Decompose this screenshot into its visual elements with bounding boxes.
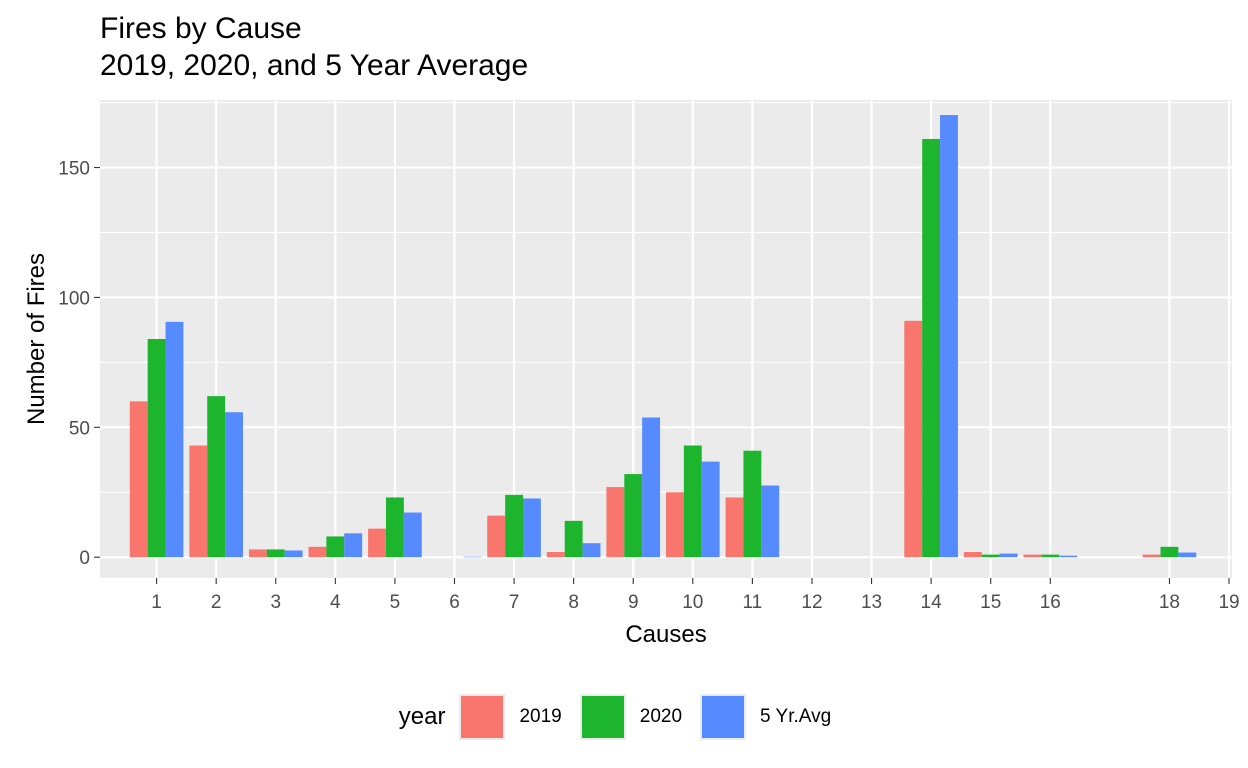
bar bbox=[189, 445, 208, 558]
bar bbox=[963, 552, 982, 558]
bar bbox=[1023, 554, 1042, 558]
x-tick-label: 15 bbox=[980, 592, 1001, 613]
bar bbox=[266, 549, 285, 558]
x-tick-label: 6 bbox=[449, 592, 460, 613]
bar bbox=[344, 533, 363, 558]
legend-item-2020: 2020 bbox=[579, 694, 683, 740]
bar bbox=[564, 520, 583, 558]
legend-swatch-2019 bbox=[461, 696, 504, 738]
legend-item-2019: 2019 bbox=[459, 694, 562, 740]
bar bbox=[523, 498, 541, 558]
legend-key bbox=[459, 694, 506, 740]
bar bbox=[683, 445, 702, 558]
bar bbox=[624, 474, 643, 558]
legend-swatch-5yr-avg bbox=[702, 696, 745, 738]
bar bbox=[129, 401, 148, 558]
y-axis-title: Number of Fires bbox=[23, 253, 50, 425]
x-tick-label: 3 bbox=[270, 592, 281, 613]
bar bbox=[642, 417, 661, 558]
chart-subtitle: 2019, 2020, and 5 Year Average bbox=[100, 49, 529, 82]
x-axis-title: Causes bbox=[625, 621, 706, 648]
legend-label: 5 Yr.Avg bbox=[760, 706, 832, 727]
bar bbox=[1059, 555, 1078, 558]
x-tick-label: 14 bbox=[921, 592, 943, 613]
bar bbox=[147, 339, 166, 558]
x-tick-label: 8 bbox=[568, 592, 579, 613]
legend-key bbox=[700, 694, 747, 740]
bar bbox=[368, 528, 386, 558]
bar bbox=[666, 492, 684, 558]
bar bbox=[904, 320, 923, 558]
chart-title: Fires by Cause bbox=[100, 12, 302, 45]
legend: year 2019 2020 5 Yr.Avg bbox=[0, 694, 1248, 740]
x-tick-label: 9 bbox=[628, 592, 639, 613]
bar bbox=[308, 546, 327, 558]
y-tick-label: 50 bbox=[69, 418, 90, 439]
bar bbox=[165, 321, 184, 558]
x-axis: 1 2 3 4 5 6 7 8 9 10 11 12 13 14 15 16 18 19 bbox=[151, 578, 1240, 613]
y-tick-label: 0 bbox=[79, 548, 90, 569]
legend-label: 2020 bbox=[639, 706, 683, 727]
bar bbox=[761, 485, 780, 558]
bar bbox=[1160, 546, 1179, 558]
legend-key bbox=[579, 694, 626, 740]
x-tick-label: 7 bbox=[509, 592, 520, 613]
bar bbox=[225, 412, 243, 558]
x-tick-label: 13 bbox=[861, 592, 882, 613]
x-tick-label: 1 bbox=[151, 592, 162, 613]
bars bbox=[129, 115, 1197, 558]
x-tick-label: 11 bbox=[743, 592, 763, 613]
bar bbox=[981, 554, 1000, 558]
x-tick-label: 19 bbox=[1218, 592, 1239, 613]
bar bbox=[940, 115, 958, 558]
x-tick-label: 2 bbox=[211, 592, 222, 613]
x-tick-label: 10 bbox=[682, 592, 703, 613]
bar bbox=[701, 461, 720, 558]
y-axis: 0 50 100 150 bbox=[58, 159, 100, 569]
x-tick-label: 16 bbox=[1040, 592, 1061, 613]
bar bbox=[284, 550, 303, 558]
bar bbox=[922, 138, 941, 558]
bar bbox=[326, 536, 345, 558]
bar bbox=[207, 396, 226, 558]
grid-minor bbox=[100, 102, 1232, 493]
bar bbox=[725, 497, 744, 558]
bar bbox=[1142, 554, 1161, 558]
bar bbox=[1041, 554, 1060, 558]
bar bbox=[248, 549, 267, 558]
bar bbox=[546, 552, 565, 558]
bar bbox=[1178, 552, 1197, 558]
bar bbox=[999, 553, 1018, 558]
x-tick-label: 12 bbox=[801, 592, 822, 613]
y-tick-label: 150 bbox=[58, 159, 90, 180]
bar bbox=[463, 556, 482, 558]
legend-title: year bbox=[398, 703, 446, 730]
y-tick-label: 100 bbox=[58, 288, 90, 309]
legend-label: 2019 bbox=[519, 706, 562, 727]
x-tick-label: 5 bbox=[390, 592, 401, 613]
bar bbox=[505, 494, 524, 558]
bar bbox=[743, 450, 762, 558]
x-tick-label: 18 bbox=[1159, 592, 1180, 613]
bar bbox=[385, 497, 404, 558]
bar bbox=[403, 512, 422, 558]
x-tick-label: 4 bbox=[330, 592, 341, 613]
bar bbox=[487, 515, 506, 558]
bar bbox=[582, 543, 601, 558]
legend-item-5yr-avg: 5 Yr.Avg bbox=[700, 694, 831, 740]
legend-swatch-2020 bbox=[581, 696, 624, 738]
bar bbox=[606, 487, 625, 558]
